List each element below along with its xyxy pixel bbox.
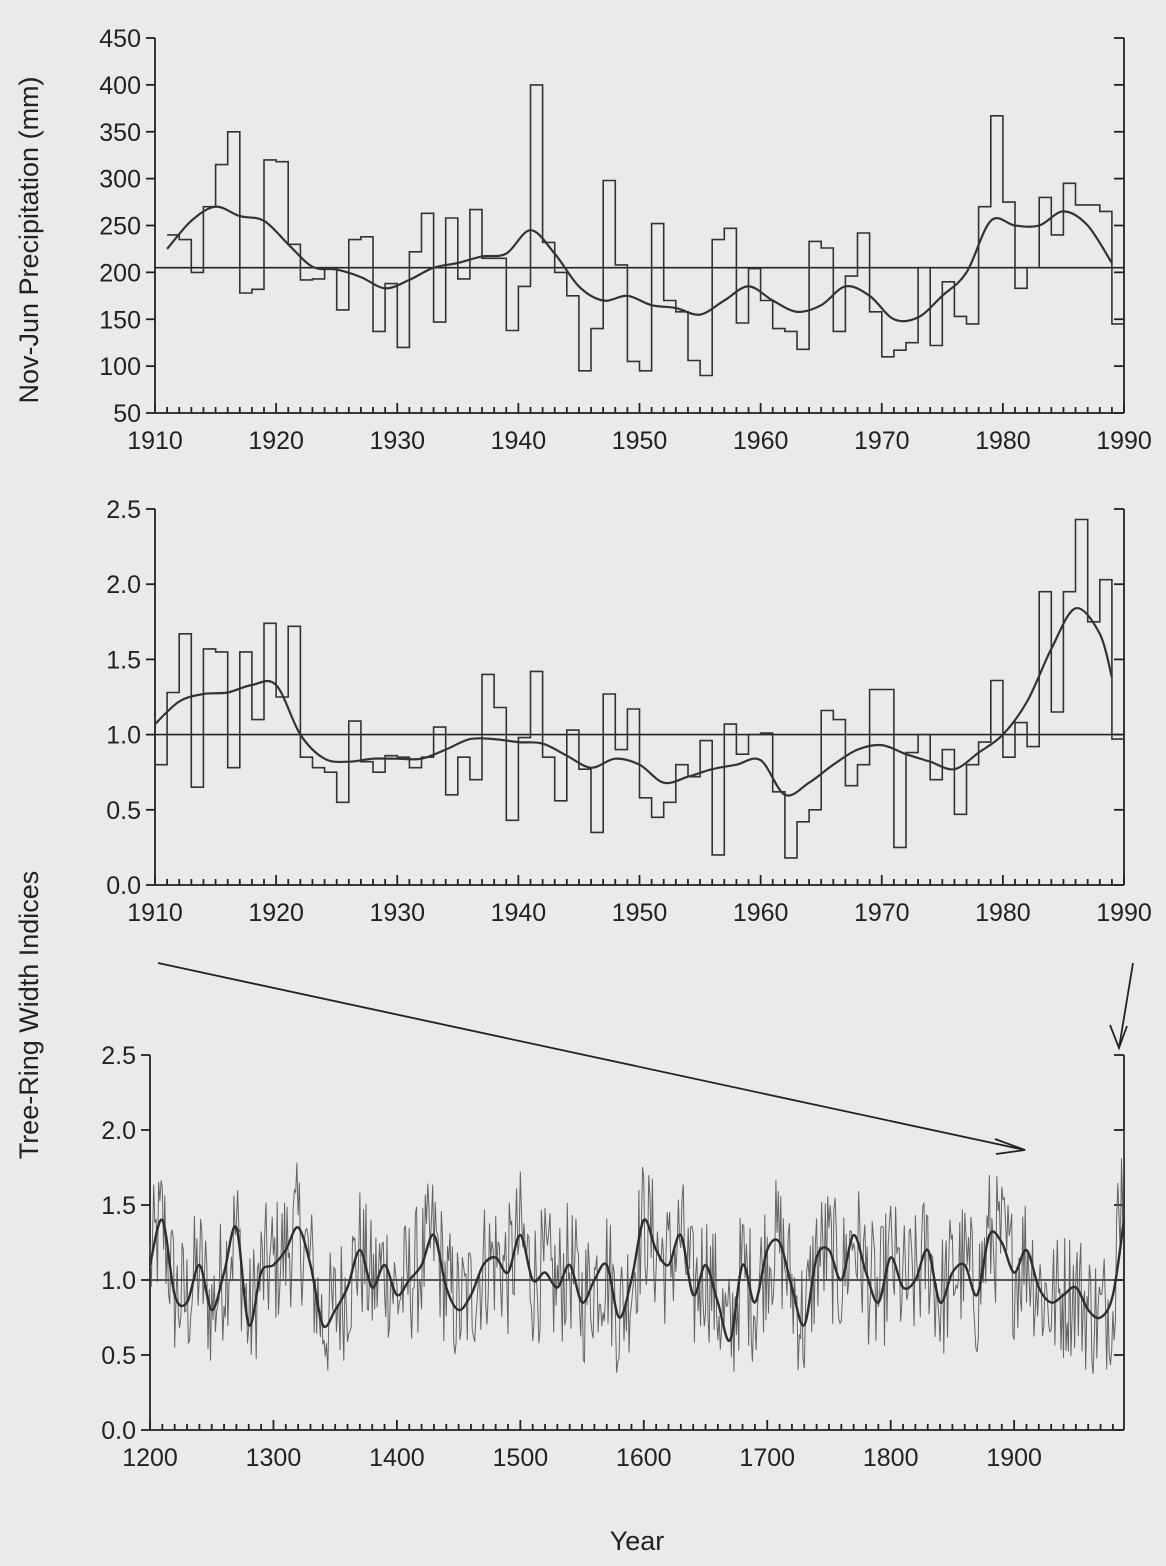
y-tick-label: 450 <box>99 25 141 53</box>
p3-xlabel: Year <box>610 1526 665 1556</box>
x-tick-label: 1950 <box>612 899 668 927</box>
x-tick-label: 1980 <box>975 899 1031 927</box>
tree-ring-long-panel: 0.0 0.5 1.0 1.5 2.0 2.5 1200 1300 1400 1500 1600 17… <box>101 1042 1126 1472</box>
p1-ylabel: Nov-Jun Precipitation (mm) <box>14 76 44 403</box>
y-tick-label: 2.5 <box>101 1042 136 1070</box>
y-tick-label: 1.0 <box>106 722 141 750</box>
x-tick-label: 1940 <box>491 899 547 927</box>
x-tick-label: 1990 <box>1096 427 1152 455</box>
connector-arrowhead-right <box>1109 1024 1128 1051</box>
y-tick-label: 0.0 <box>101 1417 136 1445</box>
x-tick-label: 1970 <box>854 899 910 927</box>
annual-step-series <box>167 84 1125 377</box>
smoothed-series <box>148 1218 1126 1342</box>
p3-ticks <box>141 1054 1124 1431</box>
y-tick-label: 0.0 <box>106 872 141 900</box>
x-tick-label: 1990 <box>1096 899 1152 927</box>
x-tick-label: 1900 <box>986 1444 1042 1472</box>
p2-plot <box>154 518 1124 859</box>
connector-arrow-right <box>1118 962 1134 1049</box>
x-tick-label: 1940 <box>491 427 547 455</box>
p2-tick-labels: 0.0 0.5 1.0 1.5 2.0 2.5 1910 1920 1930 1940 1950 19… <box>106 496 1152 927</box>
x-tick-label: 1980 <box>975 427 1031 455</box>
x-tick-label: 1960 <box>733 899 789 927</box>
x-tick-label: 1910 <box>127 427 183 455</box>
tree-ring-recent-panel: 0.0 0.5 1.0 1.5 2.0 2.5 1910 1920 1930 1940 1950 19… <box>106 496 1152 927</box>
y-tick-label: 2.0 <box>101 1117 136 1145</box>
y-tick-label: 250 <box>99 213 141 241</box>
connector-arrows <box>157 962 1134 1155</box>
p3-tick-labels: 0.0 0.5 1.0 1.5 2.0 2.5 1200 1300 1400 1500 1600 17… <box>101 1042 1042 1472</box>
y-tick-label: 1.0 <box>101 1267 136 1295</box>
p2-ticks <box>146 508 1125 886</box>
y-tick-label: 300 <box>99 166 141 194</box>
x-tick-label: 1910 <box>127 899 183 927</box>
y-tick-label: 1.5 <box>101 1192 136 1220</box>
x-tick-label: 1950 <box>612 427 668 455</box>
y-tick-label: 50 <box>113 400 141 428</box>
x-tick-label: 1500 <box>493 1444 549 1472</box>
y-tick-label: 1.5 <box>106 646 141 674</box>
x-tick-label: 1300 <box>246 1444 302 1472</box>
x-tick-label: 1200 <box>122 1444 178 1472</box>
y-tick-label: 200 <box>99 259 141 287</box>
x-tick-label: 1600 <box>616 1444 672 1472</box>
y-tick-label: 100 <box>99 353 141 381</box>
connector-arrowhead-left <box>994 1138 1026 1155</box>
x-tick-label: 1970 <box>854 427 910 455</box>
p1-tick-labels: 50 100 150 200 250 300 350 400 450 1910 1920 1930 19… <box>99 25 1152 455</box>
x-tick-label: 1400 <box>369 1444 425 1472</box>
x-tick-label: 1800 <box>863 1444 919 1472</box>
annual-step-series <box>155 518 1124 859</box>
x-tick-label: 1930 <box>369 899 425 927</box>
connector-arrow-left <box>157 962 1026 1151</box>
p1-ticks <box>146 37 1125 414</box>
y-tick-label: 350 <box>99 119 141 147</box>
precipitation-panel: 50 100 150 200 250 300 350 400 450 1910 1920 1930 19… <box>99 25 1152 455</box>
y-tick-label: 150 <box>99 306 141 334</box>
x-tick-label: 1920 <box>248 899 304 927</box>
smoothed-series <box>154 607 1113 797</box>
y-tick-label: 0.5 <box>106 797 141 825</box>
x-tick-label: 1930 <box>369 427 425 455</box>
x-tick-label: 1960 <box>733 427 789 455</box>
smoothed-series <box>166 205 1113 323</box>
p3-plot <box>148 1130 1126 1374</box>
p2-ylabel: Tree-Ring Width Indices <box>14 871 44 1160</box>
x-tick-label: 1700 <box>739 1444 795 1472</box>
x-tick-label: 1920 <box>248 427 304 455</box>
y-tick-label: 2.0 <box>106 571 141 599</box>
y-tick-label: 2.5 <box>106 496 141 524</box>
y-tick-label: 0.5 <box>101 1342 136 1370</box>
p1-plot <box>155 84 1125 377</box>
y-tick-label: 400 <box>99 72 141 100</box>
